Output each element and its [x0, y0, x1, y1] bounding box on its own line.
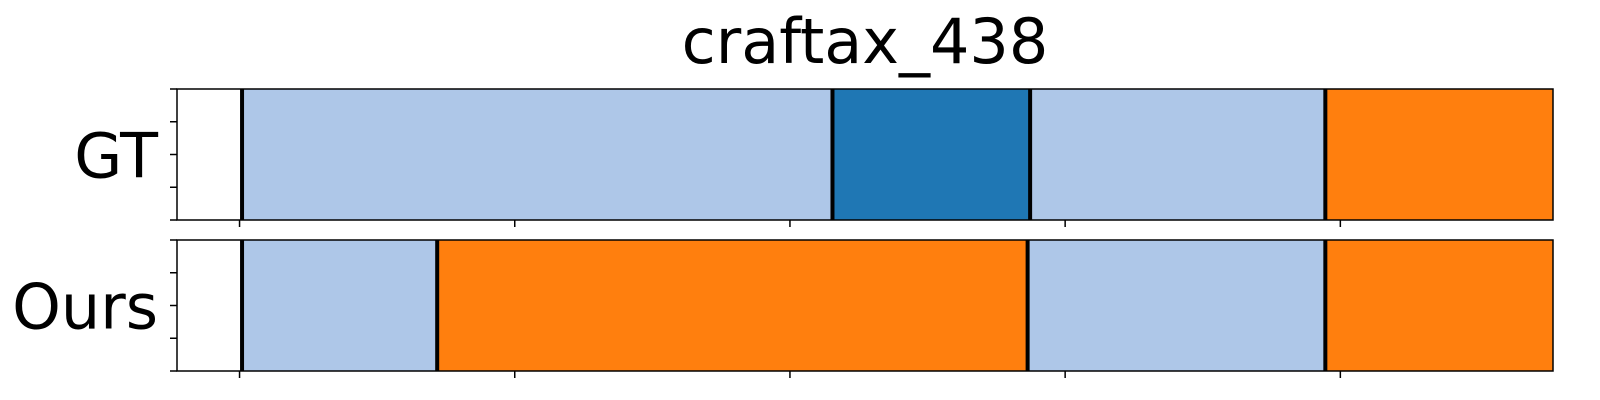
segment-gt-2: [1030, 89, 1326, 220]
segment-ours-2: [1027, 240, 1326, 371]
segment-ours-0: [242, 240, 438, 371]
chart-rows: GT Ours: [12, 88, 1554, 378]
chart-title: craftax_438: [682, 5, 1049, 78]
segment-gt-0: [242, 89, 833, 220]
segment-ours-3: [1325, 240, 1553, 371]
row-label-ours: Ours: [12, 271, 158, 344]
segment-ours-1: [437, 240, 1028, 371]
row-ours: Ours: [12, 239, 1554, 378]
row-label-gt: GT: [74, 120, 159, 193]
segment-gt-1: [832, 89, 1031, 220]
row-gt: GT: [74, 88, 1554, 227]
segment-gt-3: [1325, 89, 1553, 220]
